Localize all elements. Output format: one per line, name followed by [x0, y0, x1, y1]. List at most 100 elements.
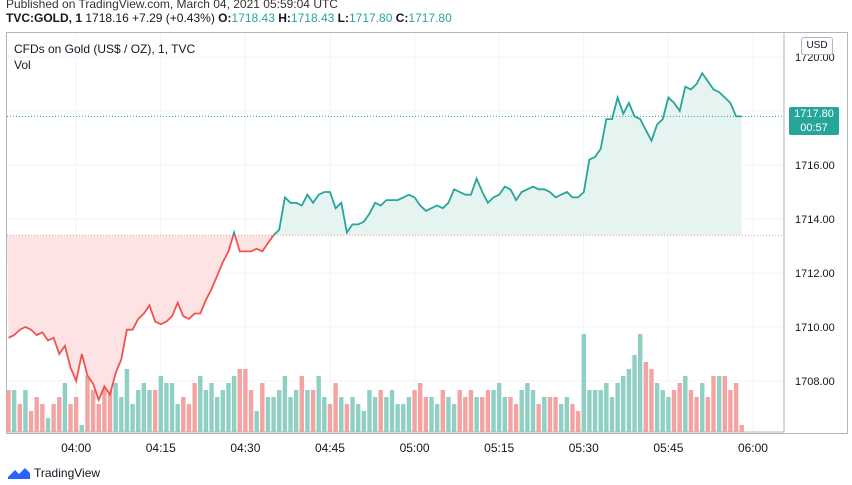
volume-bar [305, 390, 310, 432]
volume-bar [463, 397, 468, 432]
volume-bar [592, 390, 598, 432]
volume-bar [113, 383, 118, 432]
volume-bar [632, 355, 637, 432]
volume-bar [733, 383, 739, 432]
y-tick-label: 1708.00 [795, 376, 835, 388]
published-caption: Published on TradingView.com, March 04, … [6, 0, 338, 11]
volume-bar [265, 397, 271, 432]
volume-bar [339, 397, 344, 432]
volume-bar [457, 390, 462, 432]
volume-bar [23, 390, 28, 432]
volume-bar [530, 390, 536, 432]
y-tick-label: 1716.00 [795, 160, 835, 172]
volume-bar [581, 334, 586, 432]
volume-bar [237, 369, 242, 432]
volume-bar [683, 376, 688, 432]
volume-bar [700, 383, 705, 432]
volume-bar [519, 390, 524, 432]
volume-bar [79, 425, 85, 432]
volume-bar [119, 397, 124, 432]
currency-button[interactable]: USD [801, 37, 833, 55]
volume-bar [231, 376, 237, 432]
price-change: +7.29 (+0.43%) [132, 11, 215, 25]
volume-bar [406, 397, 412, 432]
volume-bar [107, 383, 113, 432]
open-label: O: [218, 11, 232, 25]
open-value: 1718.43 [231, 11, 275, 25]
tradingview-logo-icon [8, 468, 30, 479]
volume-bar [412, 390, 417, 432]
volume-bar [316, 376, 321, 432]
volume-bar [45, 418, 51, 432]
price-area-below [7, 235, 742, 400]
volume-bar [604, 383, 609, 432]
volume-bar [384, 397, 389, 432]
volume-bar [214, 397, 220, 432]
close-value: 1717.80 [408, 11, 452, 25]
volume-bar [395, 404, 400, 432]
volume-bar [40, 404, 45, 432]
volume-bar [434, 404, 440, 432]
volume-bar [11, 390, 17, 432]
volume-bar [62, 383, 68, 432]
volume-bar [694, 397, 699, 432]
volume-bar [615, 383, 620, 432]
volume-bar [322, 397, 327, 432]
volume-bar [158, 376, 163, 432]
y-tick-label: 1710.00 [795, 322, 835, 334]
footer-brand[interactable]: TradingView [8, 466, 100, 480]
volume-bar [51, 404, 56, 432]
volume-bar [598, 390, 603, 432]
volume-bar [254, 411, 259, 432]
close-label: C: [395, 11, 409, 25]
chart-panel[interactable] [6, 32, 848, 434]
price-area [7, 73, 784, 400]
volume-bar [536, 404, 541, 432]
y-tick-label: 1714.00 [795, 214, 835, 226]
volume-bar [344, 404, 350, 432]
volume-bar [175, 404, 180, 432]
x-tick-label: 05:15 [484, 441, 514, 455]
volume-bar [496, 383, 502, 432]
x-tick-label: 04:00 [61, 441, 91, 455]
volume-bar [277, 390, 282, 432]
volume-bar [542, 397, 547, 432]
volume-bar [367, 390, 372, 432]
volume-bar [621, 376, 626, 432]
volume-bar [6, 390, 11, 432]
volume-bar [226, 383, 231, 432]
time-axis: 04:00 04:15 04:30 04:45 05:00 05:15 05:30 05:45… [61, 441, 768, 455]
volume-bar [666, 397, 671, 432]
volume-bar [468, 390, 474, 432]
volume-bar [570, 404, 575, 432]
volume-bar [361, 411, 367, 432]
volume-bar [96, 404, 101, 432]
volume-bar [209, 383, 214, 432]
price-line-down [8, 235, 275, 403]
volume-bar [164, 383, 169, 432]
volume-bar [711, 376, 716, 432]
volume-bar [299, 376, 304, 432]
volume-bar [310, 390, 316, 432]
y-tick-label: 1720.00 [795, 52, 835, 64]
high-label: H: [278, 11, 291, 25]
volume-bar [418, 383, 423, 432]
volume-bar [248, 390, 254, 432]
price-axis: 1708.001710.001712.001714.001716.001718.… [795, 52, 835, 388]
volume-bar [525, 383, 530, 432]
volume-bar [575, 411, 581, 432]
volume-bar [124, 369, 130, 432]
x-tick-label: 04:15 [146, 441, 176, 455]
volume-bar [491, 390, 496, 432]
volume-bar [637, 334, 643, 432]
volume-bar [34, 397, 39, 432]
x-tick-label: 05:00 [400, 441, 430, 455]
price-line [7, 71, 784, 403]
volume-bar [559, 404, 564, 432]
volume-bar [355, 404, 361, 432]
x-tick-label: 04:30 [230, 441, 260, 455]
volume-bar [722, 376, 727, 432]
volume-bar [186, 404, 192, 432]
price-line-up [232, 71, 742, 236]
